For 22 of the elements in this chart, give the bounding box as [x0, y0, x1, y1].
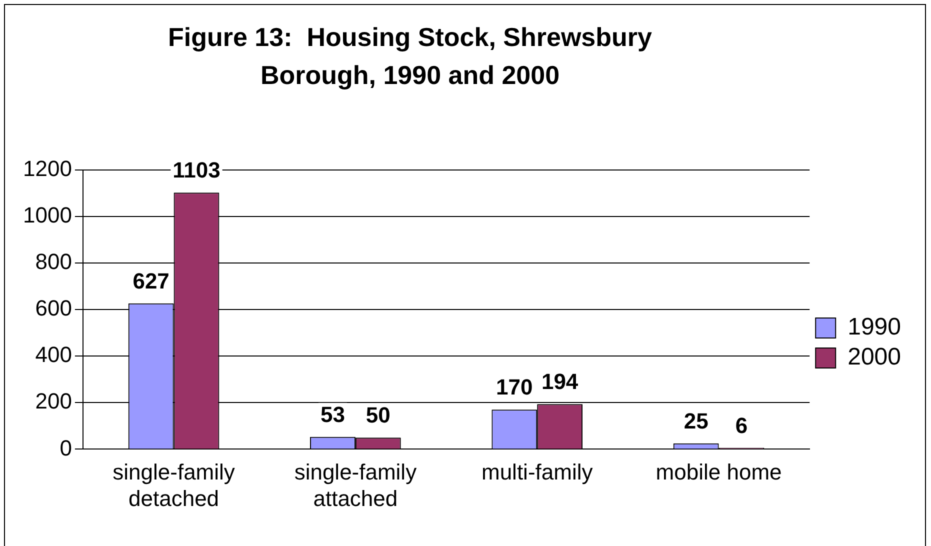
data-label: 170	[496, 374, 533, 400]
y-tick-label: 200	[35, 388, 72, 414]
y-tick-label: 1000	[22, 202, 72, 228]
legend-label: 2000	[848, 344, 901, 371]
legend-label: 1990	[848, 314, 901, 341]
x-tick-label: mobile home	[656, 459, 782, 484]
data-label: 6	[735, 412, 748, 438]
data-label: 25	[684, 408, 708, 434]
x-tick-label: single-family detached	[112, 459, 235, 511]
chart-title: Figure 13: Housing Stock, Shrewsbury Borough, 1990 and 2000	[167, 21, 653, 92]
data-label: 1103	[172, 158, 220, 183]
x-tick-label: single-family attached	[294, 459, 417, 511]
data-label: 50	[366, 402, 390, 428]
y-tick-label: 1200	[22, 156, 72, 182]
y-tick-label: 0	[60, 435, 72, 460]
y-tick-label: 400	[35, 342, 72, 368]
x-tick-label: multi-family	[481, 459, 593, 484]
data-label: 53	[320, 402, 345, 427]
y-tick-label: 600	[35, 296, 72, 321]
y-tick-label: 800	[35, 249, 72, 274]
data-label: 627	[132, 268, 170, 294]
data-label: 194	[541, 369, 579, 394]
